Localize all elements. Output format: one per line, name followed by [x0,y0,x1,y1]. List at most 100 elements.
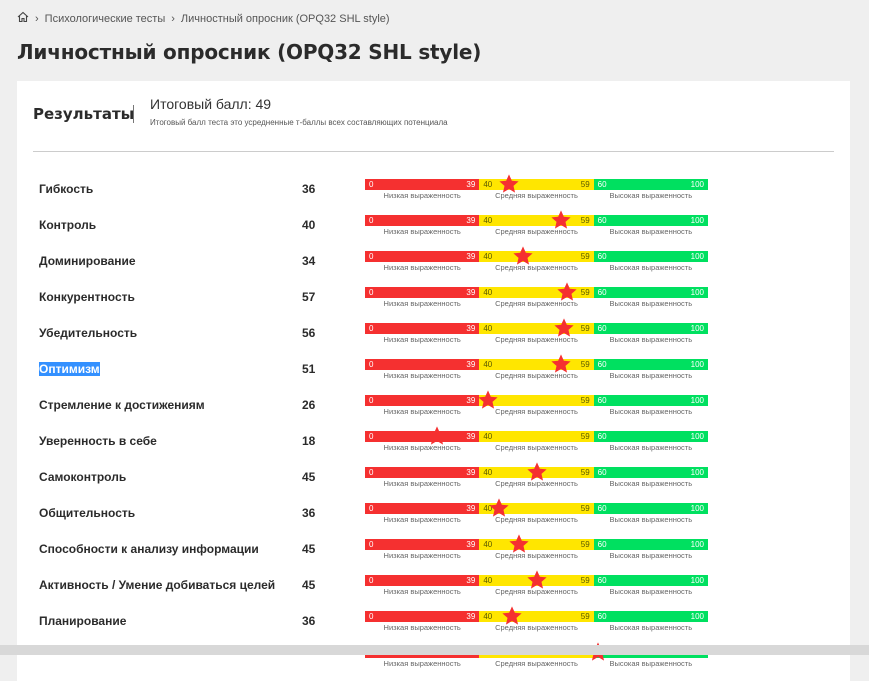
breadcrumb-current: Личностный опросник (OPQ32 SHL style) [180,12,390,25]
breadcrumb: › Психологические тесты › Личностный опр… [17,11,390,26]
trait-score: 51 [302,362,316,376]
scale-labels: Низкая выраженность Средняя выраженность В… [383,443,693,452]
star-marker-icon [526,569,548,591]
bottom-bar [0,645,869,655]
trait-name: Стремление к достижениям [39,398,205,412]
trait-name: Доминирование [39,254,136,268]
chevron-right-icon: › [35,12,39,25]
trait-name: Способности к анализу информации [39,542,259,556]
result-row: Убедительность 56 0 39 40 59 60 100 Низкая … [17,318,850,354]
trait-name: Уверенность в себе [39,434,157,448]
trait-name: Планирование [39,614,127,628]
scale-labels: Низкая выраженность Средняя выраженность В… [383,587,693,596]
trait-score: 56 [302,326,316,340]
result-row: Способности к анализу информации 45 0 39 … [17,534,850,570]
result-row: Активность / Умение добиваться целей 45 … [17,570,850,606]
result-row: Уверенность в себе 18 0 39 40 59 60 100 Низ… [17,426,850,462]
result-row: Оптимизм 51 0 39 40 59 60 100 Низкая выраже… [17,354,850,390]
scale-labels: Низкая выраженность Средняя выраженность В… [383,515,693,524]
trait-name: Самоконтроль [39,470,127,484]
trait-score: 36 [302,506,316,520]
breadcrumb-link[interactable]: Психологические тесты [44,12,166,25]
star-marker-icon [498,173,520,195]
result-row: Общительность 36 0 39 40 59 60 100 Низкая в… [17,498,850,534]
trait-score: 36 [302,614,316,628]
trait-name: Убедительность [39,326,138,340]
star-marker-icon [512,245,534,267]
divider [133,105,134,123]
scale-labels: Низкая выраженность Средняя выраженность В… [383,299,693,308]
trait-name: Гибкость [39,182,94,196]
scale-labels: Низкая выраженность Средняя выраженность В… [383,479,693,488]
star-marker-icon [488,497,510,519]
total-score: Итоговый балл: 49 [150,96,272,112]
result-row: Гибкость 36 0 39 40 59 60 100 Низкая выраже… [17,174,850,210]
scale-labels: Низкая выраженность Средняя выраженность В… [383,227,693,236]
trait-name: Активность / Умение добиваться целей [39,578,276,592]
star-marker-icon [553,317,575,339]
trait-score: 26 [302,398,316,412]
star-marker-icon [501,605,523,627]
home-icon[interactable] [17,11,29,26]
scale-labels: Низкая выраженность Средняя выраженность В… [383,371,693,380]
results-title: Результаты [33,105,135,123]
star-marker-icon [550,209,572,231]
total-score-note: Итоговый балл теста это усредненные т-ба… [150,118,448,127]
star-marker-icon [556,281,578,303]
scale-labels: Низкая выраженность Средняя выраженность В… [383,623,693,632]
result-row: Планирование 36 0 39 40 59 60 100 Низкая вы… [17,606,850,642]
divider [33,151,834,152]
trait-name: Контроль [39,218,97,232]
chevron-right-icon: › [171,12,175,25]
star-marker-icon [526,461,548,483]
result-row: Контроль 40 0 39 40 59 60 100 Низкая выраже… [17,210,850,246]
star-marker-icon [508,533,530,555]
result-row: Конкурентность 57 0 39 40 59 60 100 Низкая … [17,282,850,318]
page-title: Личностный опросник (OPQ32 SHL style) [17,40,482,64]
scale-labels: Низкая выраженность Средняя выраженность В… [383,407,693,416]
scale-labels: Низкая выраженность Средняя выраженность В… [383,659,693,668]
trait-score: 57 [302,290,316,304]
trait-name: Общительность [39,506,136,520]
trait-name: Конкурентность [39,290,135,304]
star-marker-icon [477,389,499,411]
trait-score: 45 [302,578,316,592]
trait-score: 18 [302,434,316,448]
